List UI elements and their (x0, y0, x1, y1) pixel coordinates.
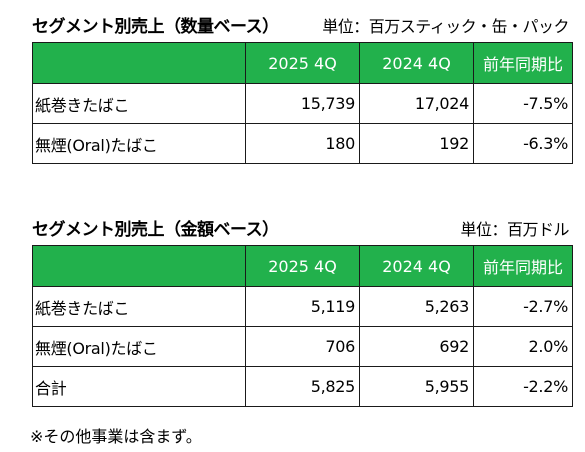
value-yoy-change: -6.3% (473, 123, 573, 164)
table-header-row: 2025 4Q 2024 4Q 前年同期比 (32, 245, 573, 287)
value-yoy-change: 2.0% (473, 326, 573, 367)
value-2025-4q: 706 (245, 326, 360, 367)
table-row: 無煙(Oral)たばこ 706 692 2.0% (32, 326, 573, 367)
value-2025-4q: 5,119 (245, 286, 360, 327)
value-2024-4q: 17,024 (359, 83, 474, 124)
value-yoy-change: -2.2% (473, 366, 573, 407)
header-2024-4q: 2024 4Q (359, 245, 474, 287)
header-label-cell (32, 42, 246, 84)
value-2024-4q: 5,263 (359, 286, 474, 327)
value-2025-4q: 15,739 (245, 83, 360, 124)
table-row: 紙巻きたばこ 15,739 17,024 -7.5% (32, 83, 573, 124)
volume-sales-table: 2025 4Q 2024 4Q 前年同期比 紙巻きたばこ 15,739 17,0… (32, 42, 573, 164)
header-label-cell (32, 245, 246, 287)
header-2025-4q: 2025 4Q (245, 245, 360, 287)
header-yoy-change: 前年同期比 (473, 42, 573, 84)
row-label: 紙巻きたばこ (32, 286, 246, 327)
row-label: 無煙(Oral)たばこ (32, 123, 246, 164)
table-row: 紙巻きたばこ 5,119 5,263 -2.7% (32, 286, 573, 327)
value-2024-4q: 192 (359, 123, 474, 164)
volume-table-title: セグメント別売上（数量ベース） (32, 17, 279, 37)
header-yoy-change: 前年同期比 (473, 245, 573, 287)
value-2024-4q: 692 (359, 326, 474, 367)
value-2024-4q: 5,955 (359, 366, 474, 407)
table-row: 無煙(Oral)たばこ 180 192 -6.3% (32, 123, 573, 164)
value-sales-table: 2025 4Q 2024 4Q 前年同期比 紙巻きたばこ 5,119 5,263… (32, 245, 573, 407)
value-unit-note: 単位：百万ドル (460, 220, 569, 239)
row-label: 紙巻きたばこ (32, 83, 246, 124)
footnote: ※その他事業は含まず。 (30, 427, 202, 446)
volume-unit-note: 単位：百万スティック・缶・パック (322, 17, 569, 36)
table-header-row: 2025 4Q 2024 4Q 前年同期比 (32, 42, 573, 84)
value-yoy-change: -7.5% (473, 83, 573, 124)
table-row-total: 合計 5,825 5,955 -2.2% (32, 366, 573, 407)
header-2025-4q: 2025 4Q (245, 42, 360, 84)
row-label: 無煙(Oral)たばこ (32, 326, 246, 367)
row-label: 合計 (32, 366, 246, 407)
value-yoy-change: -2.7% (473, 286, 573, 327)
value-table-title: セグメント別売上（金額ベース） (32, 220, 279, 240)
value-2025-4q: 5,825 (245, 366, 360, 407)
value-2025-4q: 180 (245, 123, 360, 164)
header-2024-4q: 2024 4Q (359, 42, 474, 84)
